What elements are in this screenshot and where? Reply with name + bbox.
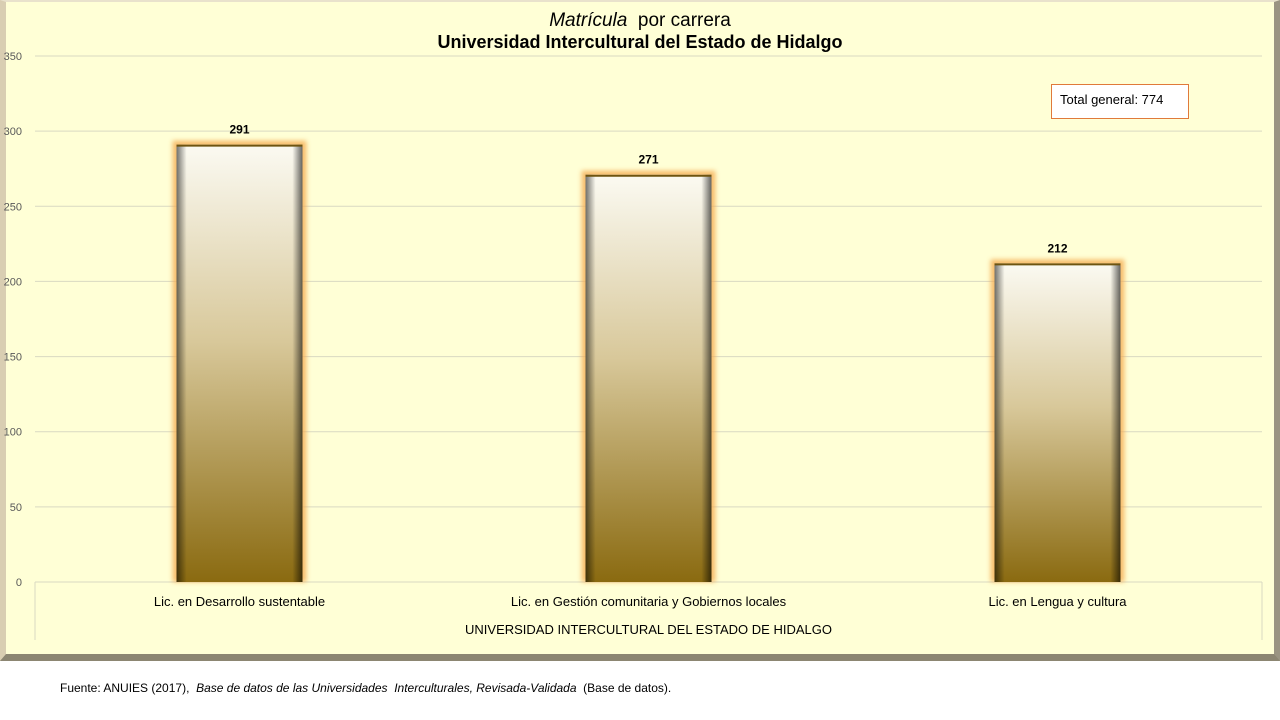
y-tick-label: 350 xyxy=(4,51,22,63)
chart-title: Matrícula por carrera Universidad Interc… xyxy=(0,10,1280,53)
source-note: Fuente: ANUIES (2017), Base de datos de … xyxy=(60,681,671,695)
x-tick-label: Lic. en Desarrollo sustentable xyxy=(154,594,325,609)
source-title: Base de datos de las Universidades Inter… xyxy=(196,681,577,695)
y-tick-label: 200 xyxy=(4,276,22,288)
y-tick-label: 0 xyxy=(16,577,22,589)
x-tick-label: Lic. en Gestión comunitaria y Gobiernos … xyxy=(511,594,787,609)
data-label: 271 xyxy=(638,153,658,167)
chart-title-italic: Matrícula xyxy=(549,10,628,31)
y-tick-label: 250 xyxy=(4,201,22,213)
data-label: 212 xyxy=(1047,241,1067,255)
bar-shading xyxy=(585,174,712,582)
total-annotation: Total general: 774 xyxy=(1051,84,1189,119)
y-tick-label: 100 xyxy=(4,427,22,439)
x-tick-label: Lic. en Lengua y cultura xyxy=(988,594,1127,609)
y-tick-label: 50 xyxy=(10,502,22,514)
bar-shading xyxy=(176,144,303,582)
data-label: 291 xyxy=(229,123,249,137)
bar-chart: 0 50 100 150 200 250 300 350 291 Lic. en Desarrol… xyxy=(4,51,1263,640)
x-axis-label: UNIVERSIDAD INTERCULTURAL DEL ESTADO DE … xyxy=(465,622,832,637)
bar-shading xyxy=(994,263,1121,582)
source-suffix: (Base de datos). xyxy=(576,681,672,695)
chart-title-rest: por carrera xyxy=(627,10,731,31)
source-prefix: Fuente: ANUIES (2017), xyxy=(60,681,197,695)
chart-subtitle: Universidad Intercultural del Estado de … xyxy=(437,32,843,52)
y-tick-label: 300 xyxy=(4,126,22,138)
y-tick-label: 150 xyxy=(4,352,22,364)
